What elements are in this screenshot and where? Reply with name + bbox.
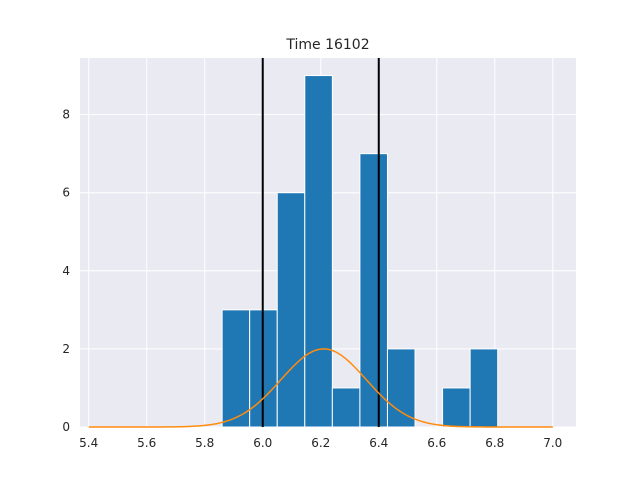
histogram-bar (276, 192, 306, 428)
x-tick-label: 6.4 (369, 436, 388, 450)
x-axis-ticks: 5.4 5.6 5.8 6.0 6.2 6.4 6.6 6.8 7.0 (79, 436, 562, 450)
threshold-lines (261, 58, 380, 427)
histogram-bar (469, 348, 499, 428)
y-axis-ticks: 0 2 4 6 8 (62, 108, 70, 434)
histogram-bar (304, 75, 333, 428)
y-tick-label: 4 (62, 264, 70, 278)
y-tick-label: 6 (62, 186, 70, 200)
chart-title: Time 16102 (285, 37, 369, 53)
histogram-bar (386, 348, 416, 428)
x-tick-label: 6.2 (311, 436, 330, 450)
x-tick-label: 5.4 (79, 436, 98, 450)
x-tick-label: 6.8 (485, 436, 504, 450)
histogram-bars (221, 75, 499, 428)
x-tick-label: 7.0 (543, 436, 562, 450)
normal-curve-group (88, 348, 553, 428)
histogram-bar (359, 153, 388, 428)
y-tick-label: 0 (62, 420, 70, 434)
histogram-bar (221, 309, 251, 428)
normal-curve (88, 348, 553, 428)
x-tick-label: 5.8 (195, 436, 214, 450)
x-tick-label: 6.6 (427, 436, 446, 450)
histogram-bar (331, 387, 361, 428)
y-tick-label: 2 (62, 342, 70, 356)
x-tick-label: 6.0 (253, 436, 272, 450)
y-tick-label: 8 (62, 108, 70, 122)
histogram-bar (442, 387, 471, 428)
x-tick-label: 5.6 (137, 436, 156, 450)
